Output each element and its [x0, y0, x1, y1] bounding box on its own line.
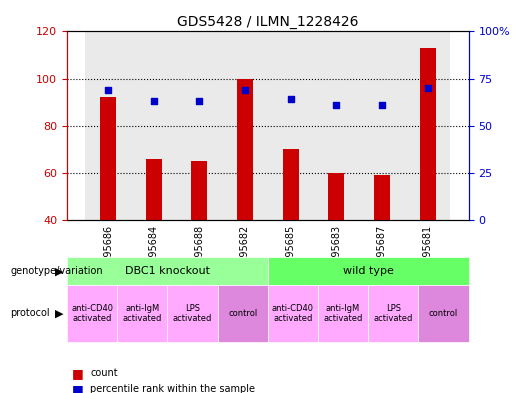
Text: ■: ■ [72, 367, 84, 380]
Bar [192, 161, 208, 220]
Bar [131, 31, 177, 220]
Point [149, 98, 158, 105]
Point [332, 102, 340, 108]
Bar [237, 79, 253, 220]
Text: LPS
activated: LPS activated [173, 304, 212, 323]
Text: wild type: wild type [343, 266, 393, 276]
Bar [222, 31, 268, 220]
Text: DBC1 knockout: DBC1 knockout [125, 266, 210, 276]
Bar [328, 173, 344, 220]
Text: ▶: ▶ [55, 309, 63, 318]
Bar [314, 31, 359, 220]
Point [286, 96, 295, 103]
Bar [405, 31, 451, 220]
Bar [85, 31, 131, 220]
Text: anti-IgM
activated: anti-IgM activated [123, 304, 162, 323]
Text: ▶: ▶ [55, 266, 63, 276]
Point [423, 85, 432, 91]
Bar [283, 149, 299, 220]
Text: ■: ■ [72, 382, 84, 393]
Text: percentile rank within the sample: percentile rank within the sample [90, 384, 255, 393]
Text: LPS
activated: LPS activated [374, 304, 413, 323]
Point [104, 87, 112, 93]
Bar [146, 159, 162, 220]
Bar [268, 31, 314, 220]
Point [195, 98, 203, 105]
Bar [359, 31, 405, 220]
Text: count: count [90, 368, 118, 378]
Title: GDS5428 / ILMN_1228426: GDS5428 / ILMN_1228426 [177, 15, 358, 29]
Text: anti-CD40
activated: anti-CD40 activated [272, 304, 314, 323]
Text: protocol: protocol [10, 309, 50, 318]
Text: anti-CD40
activated: anti-CD40 activated [71, 304, 113, 323]
Bar [177, 31, 222, 220]
Text: control: control [429, 309, 458, 318]
Text: anti-IgM
activated: anti-IgM activated [323, 304, 363, 323]
Bar [374, 175, 390, 220]
Point [241, 87, 249, 93]
Text: control: control [228, 309, 258, 318]
Text: genotype/variation: genotype/variation [10, 266, 103, 276]
Bar [100, 97, 116, 220]
Bar [420, 48, 436, 220]
Point [378, 102, 386, 108]
